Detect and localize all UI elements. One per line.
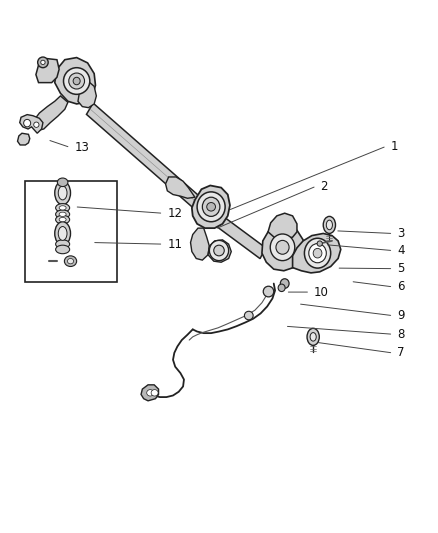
Polygon shape — [141, 385, 159, 401]
Ellipse shape — [280, 279, 289, 288]
Ellipse shape — [58, 186, 67, 200]
Ellipse shape — [67, 259, 74, 264]
Ellipse shape — [69, 73, 85, 89]
Ellipse shape — [207, 203, 215, 211]
Polygon shape — [20, 115, 43, 133]
Ellipse shape — [317, 241, 322, 246]
Ellipse shape — [310, 333, 316, 341]
Ellipse shape — [57, 178, 68, 187]
Polygon shape — [33, 96, 68, 131]
Polygon shape — [191, 228, 209, 260]
Ellipse shape — [244, 311, 253, 320]
Text: 13: 13 — [74, 141, 89, 154]
Ellipse shape — [73, 77, 80, 85]
Text: 8: 8 — [397, 328, 405, 341]
Ellipse shape — [151, 390, 158, 396]
Ellipse shape — [59, 212, 66, 216]
Polygon shape — [166, 177, 195, 198]
Ellipse shape — [304, 238, 331, 268]
Ellipse shape — [323, 216, 336, 233]
Text: 6: 6 — [397, 280, 405, 293]
Ellipse shape — [147, 390, 154, 396]
Ellipse shape — [307, 328, 319, 345]
Text: 4: 4 — [397, 244, 405, 257]
Ellipse shape — [202, 197, 220, 216]
Ellipse shape — [56, 245, 70, 254]
Polygon shape — [18, 133, 30, 145]
Polygon shape — [208, 209, 265, 259]
Text: 9: 9 — [397, 309, 405, 322]
Text: 5: 5 — [397, 262, 405, 275]
Text: 2: 2 — [321, 180, 328, 193]
Text: 1: 1 — [391, 140, 398, 153]
Text: 7: 7 — [397, 346, 405, 359]
Ellipse shape — [59, 206, 66, 210]
Ellipse shape — [38, 57, 48, 68]
Ellipse shape — [270, 234, 295, 261]
Ellipse shape — [34, 122, 39, 127]
Ellipse shape — [59, 217, 66, 222]
Polygon shape — [268, 213, 297, 239]
Text: 12: 12 — [167, 207, 182, 220]
Bar — [25, 181, 117, 282]
Polygon shape — [36, 59, 59, 83]
Ellipse shape — [276, 240, 289, 254]
Ellipse shape — [326, 220, 332, 230]
Polygon shape — [78, 83, 96, 108]
Ellipse shape — [56, 240, 70, 248]
Polygon shape — [208, 240, 231, 262]
Ellipse shape — [313, 248, 322, 258]
Ellipse shape — [263, 286, 274, 297]
Text: 10: 10 — [314, 286, 329, 298]
Text: 11: 11 — [167, 238, 182, 251]
Polygon shape — [55, 58, 95, 104]
Polygon shape — [192, 185, 230, 228]
Ellipse shape — [278, 284, 285, 292]
Ellipse shape — [41, 60, 45, 64]
Polygon shape — [293, 233, 341, 273]
Ellipse shape — [214, 245, 224, 256]
Ellipse shape — [58, 227, 67, 240]
Polygon shape — [262, 225, 304, 271]
Ellipse shape — [55, 181, 71, 205]
Ellipse shape — [56, 204, 70, 212]
Ellipse shape — [56, 210, 70, 219]
Ellipse shape — [64, 68, 90, 94]
Text: 3: 3 — [397, 227, 405, 240]
Ellipse shape — [64, 256, 77, 266]
Ellipse shape — [55, 222, 71, 245]
Ellipse shape — [56, 215, 70, 224]
Polygon shape — [86, 103, 214, 220]
Ellipse shape — [209, 240, 229, 261]
Ellipse shape — [24, 119, 31, 127]
Ellipse shape — [197, 192, 225, 222]
Ellipse shape — [309, 244, 326, 263]
